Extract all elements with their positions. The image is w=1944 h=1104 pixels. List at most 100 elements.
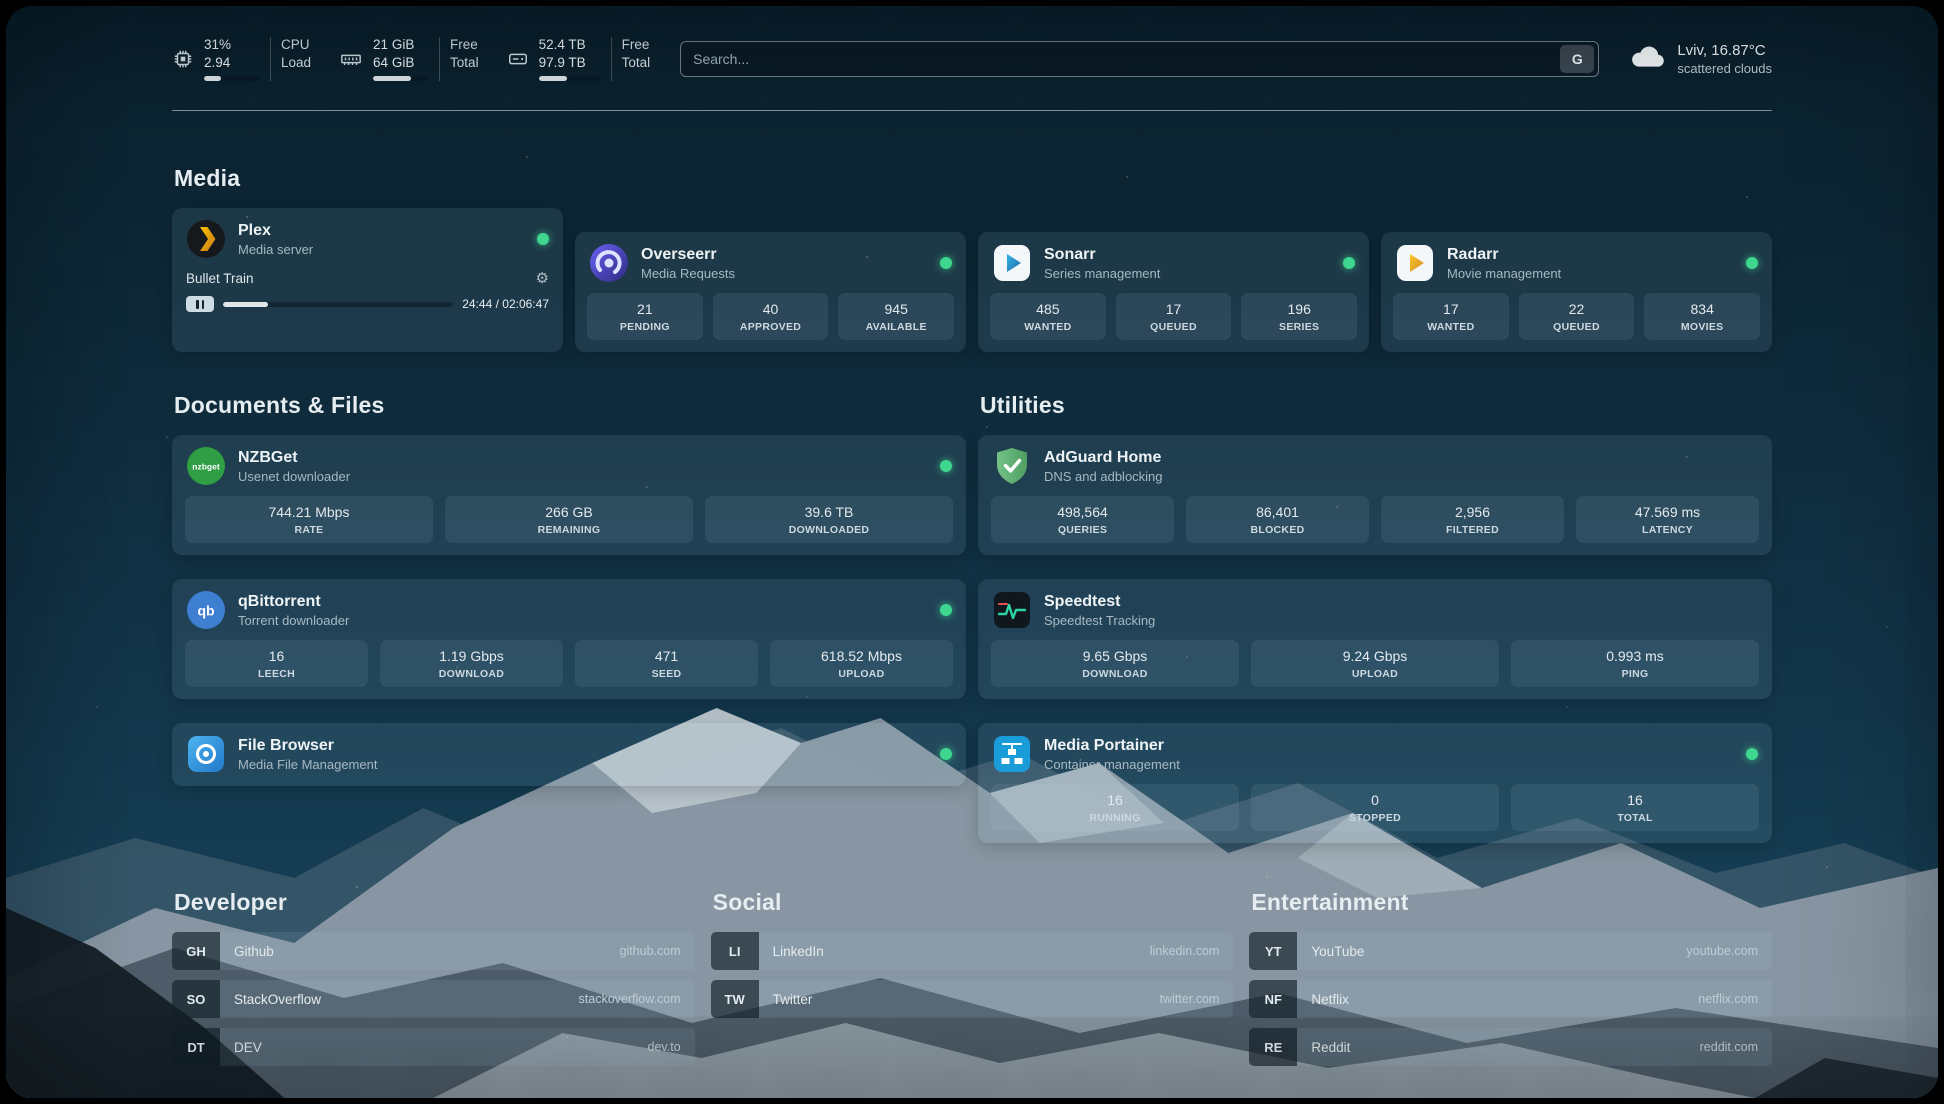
- bookmark-name: Twitter: [773, 992, 813, 1007]
- bookmark-netflix[interactable]: NF Netflix netflix.com: [1249, 980, 1772, 1018]
- stat: 16LEECH: [185, 640, 368, 687]
- gear-icon[interactable]: ⚙: [536, 269, 549, 287]
- adguard-icon: [992, 446, 1032, 486]
- nzbget-icon: nzbget: [186, 446, 226, 486]
- status-dot: [1746, 257, 1758, 269]
- service-card-sonarr[interactable]: Sonarr Series management 485WANTED 17QUE…: [978, 232, 1369, 352]
- bookmark-stackoverflow[interactable]: SO StackOverflow stackoverflow.com: [172, 980, 695, 1018]
- disk-icon: [507, 48, 529, 70]
- pause-button[interactable]: [186, 296, 214, 312]
- disk-total-value: 97.9 TB: [539, 55, 601, 71]
- bookmark-twitter[interactable]: TW Twitter twitter.com: [711, 980, 1234, 1018]
- bookmark-dev[interactable]: DT DEV dev.to: [172, 1028, 695, 1066]
- service-card-radarr[interactable]: Radarr Movie management 17WANTED 22QUEUE…: [1381, 232, 1772, 352]
- service-card-speedtest[interactable]: Speedtest Speedtest Tracking 9.65 GbpsDO…: [978, 579, 1772, 699]
- service-desc: Torrent downloader: [238, 613, 349, 628]
- service-stats: 498,564QUERIES 86,401BLOCKED 2,956FILTER…: [978, 496, 1772, 555]
- stat: 16TOTAL: [1511, 784, 1759, 831]
- bookmark-github[interactable]: GH Github github.com: [172, 932, 695, 970]
- bookmark-name: DEV: [234, 1040, 262, 1055]
- stat: 744.21 MbpsRATE: [185, 496, 433, 543]
- service-stats: 744.21 MbpsRATE 266 GBREMAINING 39.6 TBD…: [172, 496, 966, 555]
- bookmark-url: github.com: [620, 944, 681, 958]
- stat: 47.569 msLATENCY: [1576, 496, 1759, 543]
- stat: 0.993 msPING: [1511, 640, 1759, 687]
- service-card-plex[interactable]: Plex Media server Bullet Train ⚙: [172, 208, 563, 352]
- playback-time: 24:44 / 02:06:47: [462, 297, 549, 311]
- documents-section: Documents & Files nzbget NZBGet Usenet d: [172, 392, 966, 786]
- radarr-icon: [1395, 243, 1435, 283]
- stat: 16RUNNING: [991, 784, 1239, 831]
- cpu-sublabel: Load: [281, 55, 311, 71]
- section-title-utilities: Utilities: [980, 392, 1772, 419]
- status-dot: [1343, 257, 1355, 269]
- bookmark-name: Netflix: [1311, 992, 1349, 1007]
- service-desc: DNS and adblocking: [1044, 469, 1163, 484]
- bookmark-url: linkedin.com: [1150, 944, 1219, 958]
- disk-monitor: 52.4 TB 97.9 TB Free Total: [507, 37, 651, 81]
- stat: 1.19 GbpsDOWNLOAD: [380, 640, 563, 687]
- stat: 498,564QUERIES: [991, 496, 1174, 543]
- memory-free-value: 21 GiB: [373, 37, 429, 53]
- memory-total-value: 64 GiB: [373, 55, 429, 71]
- social-bookmarks-section: Social LI LinkedIn linkedin.com TW Twitt…: [711, 889, 1234, 1076]
- stat: 485WANTED: [990, 293, 1106, 340]
- bookmark-abbr: DT: [172, 1028, 220, 1066]
- search-input[interactable]: [693, 51, 1560, 67]
- bookmark-youtube[interactable]: YT YouTube youtube.com: [1249, 932, 1772, 970]
- service-desc: Usenet downloader: [238, 469, 350, 484]
- cpu-monitor: 31% 2.94 CPU Load: [172, 37, 311, 81]
- stat: 196SERIES: [1241, 293, 1357, 340]
- bookmark-url: reddit.com: [1700, 1040, 1758, 1054]
- memory-free-label: Free: [450, 37, 479, 53]
- service-card-overseerr[interactable]: Overseerr Media Requests 21PENDING 40APP…: [575, 232, 966, 352]
- developer-bookmarks-section: Developer GH Github github.com SO StackO…: [172, 889, 695, 1076]
- bookmark-url: netflix.com: [1698, 992, 1758, 1006]
- service-stats: 9.65 GbpsDOWNLOAD 9.24 GbpsUPLOAD 0.993 …: [978, 640, 1772, 699]
- service-card-portainer[interactable]: Media Portainer Container management 16R…: [978, 723, 1772, 843]
- status-dot: [940, 257, 952, 269]
- search-bar: G: [680, 41, 1599, 77]
- disk-free-label: Free: [622, 37, 651, 53]
- bookmark-abbr: RE: [1249, 1028, 1297, 1066]
- playback-progress-bar[interactable]: [223, 302, 453, 307]
- bookmark-linkedin[interactable]: LI LinkedIn linkedin.com: [711, 932, 1234, 970]
- cpu-progress-bar: [204, 76, 260, 81]
- section-title-entertainment: Entertainment: [1251, 889, 1772, 916]
- service-desc: Container management: [1044, 757, 1180, 772]
- svg-text:nzbget: nzbget: [192, 462, 220, 472]
- service-name: Media Portainer: [1044, 736, 1180, 755]
- stat: 618.52 MbpsUPLOAD: [770, 640, 953, 687]
- service-stats: 16LEECH 1.19 GbpsDOWNLOAD 471SEED 618.52…: [172, 640, 966, 699]
- disk-total-label: Total: [622, 55, 651, 71]
- bookmark-abbr: LI: [711, 932, 759, 970]
- service-card-adguard[interactable]: AdGuard Home DNS and adblocking 498,564Q…: [978, 435, 1772, 555]
- stat: 39.6 TBDOWNLOADED: [705, 496, 953, 543]
- bookmark-name: Github: [234, 944, 274, 959]
- resource-monitors: 31% 2.94 CPU Load: [172, 37, 650, 81]
- bookmark-abbr: TW: [711, 980, 759, 1018]
- stat: 834MOVIES: [1644, 293, 1760, 340]
- service-card-filebrowser[interactable]: File Browser Media File Management: [172, 723, 966, 786]
- stat: 17QUEUED: [1116, 293, 1232, 340]
- stat: 40APPROVED: [713, 293, 829, 340]
- cpu-label: CPU: [281, 37, 311, 53]
- plex-icon: [186, 219, 226, 259]
- stat: 266 GBREMAINING: [445, 496, 693, 543]
- weather-condition: scattered clouds: [1677, 61, 1772, 76]
- section-title-documents: Documents & Files: [174, 392, 966, 419]
- service-desc: Series management: [1044, 266, 1160, 281]
- service-name: Plex: [238, 221, 313, 240]
- service-name: AdGuard Home: [1044, 448, 1163, 467]
- bookmark-url: youtube.com: [1686, 944, 1758, 958]
- service-name: Sonarr: [1044, 245, 1160, 264]
- status-dot: [1746, 748, 1758, 760]
- service-card-qbittorrent[interactable]: qb qBittorrent Torrent downloader 16LEEC…: [172, 579, 966, 699]
- stat: 22QUEUED: [1519, 293, 1635, 340]
- bookmark-reddit[interactable]: RE Reddit reddit.com: [1249, 1028, 1772, 1066]
- service-stats: 21PENDING 40APPROVED 945AVAILABLE: [575, 293, 966, 352]
- stat: 471SEED: [575, 640, 758, 687]
- search-provider-button[interactable]: G: [1560, 45, 1594, 73]
- weather-widget: Lviv, 16.87°C scattered clouds: [1629, 42, 1772, 76]
- service-card-nzbget[interactable]: nzbget NZBGet Usenet downloader 744.21 M…: [172, 435, 966, 555]
